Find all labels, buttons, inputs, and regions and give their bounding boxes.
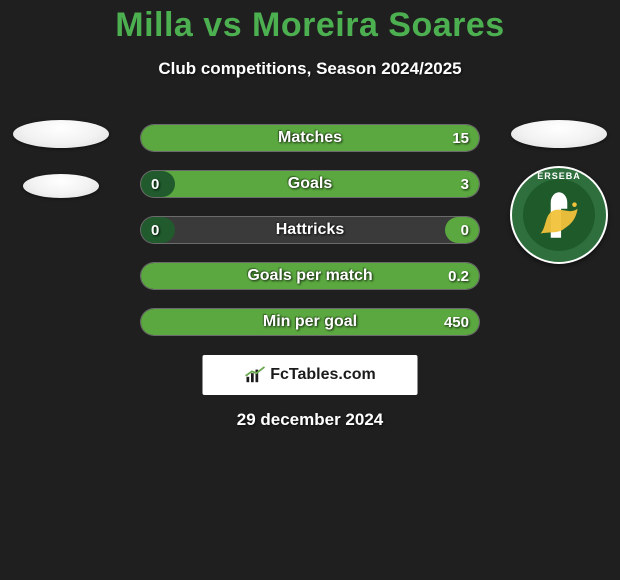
brand-badge: FcTables.com [203, 355, 418, 395]
stat-label: Matches [141, 125, 479, 151]
date-line: 29 december 2024 [0, 410, 620, 430]
stat-value-right: 3 [461, 171, 469, 197]
stat-label: Min per goal [141, 309, 479, 335]
right-player-photo-placeholder [511, 120, 607, 148]
right-club-crest: ERSEBA [510, 166, 608, 264]
stat-row: Matches15 [140, 124, 480, 152]
stat-value-right: 15 [452, 125, 469, 151]
crest-inner [523, 179, 595, 251]
card-title: Milla vs Moreira Soares [0, 6, 620, 45]
left-player-column [6, 120, 116, 198]
left-club-crest-placeholder [23, 174, 99, 198]
stat-row: Min per goal450 [140, 308, 480, 336]
comparison-card: Milla vs Moreira Soares Club competition… [0, 0, 620, 580]
stat-label: Goals per match [141, 263, 479, 289]
stat-label: Hattricks [141, 217, 479, 243]
stat-row: Hattricks0 0 [140, 216, 480, 244]
brand-text: FcTables.com [270, 366, 376, 384]
stat-value-right: 0.2 [448, 263, 469, 289]
stat-row: Goals0 3 [140, 170, 480, 198]
stat-value-right: 0 [461, 217, 469, 243]
stat-value-left: 0 [151, 171, 159, 197]
left-player-photo-placeholder [13, 120, 109, 148]
stat-row: Goals per match0.2 [140, 262, 480, 290]
stat-value-right: 450 [444, 309, 469, 335]
stat-bars: Matches15Goals03Hattricks00Goals per mat… [140, 124, 480, 354]
stat-value-left: 0 [151, 217, 159, 243]
crest-graphic-icon [528, 184, 590, 246]
stat-label: Goals [141, 171, 479, 197]
brand-chart-icon [244, 366, 266, 384]
right-player-column: ERSEBA [504, 120, 614, 264]
card-subtitle: Club competitions, Season 2024/2025 [0, 59, 620, 79]
